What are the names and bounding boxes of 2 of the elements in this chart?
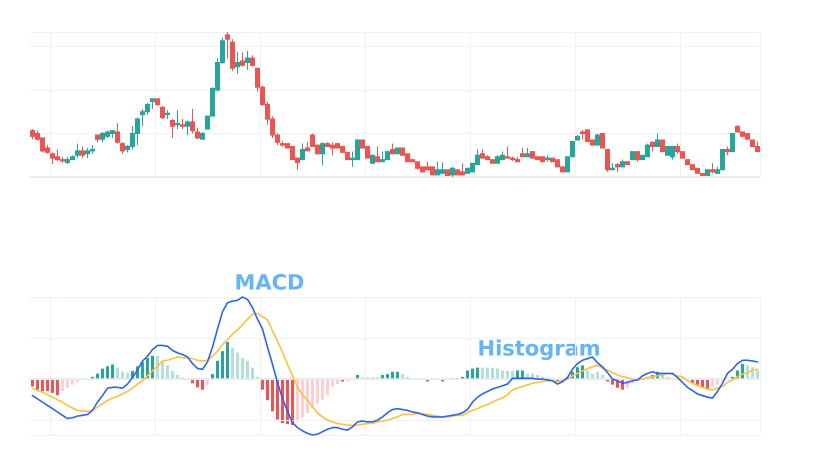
- series-label: Histogram: [478, 336, 601, 361]
- series-label: MACD: [234, 270, 304, 294]
